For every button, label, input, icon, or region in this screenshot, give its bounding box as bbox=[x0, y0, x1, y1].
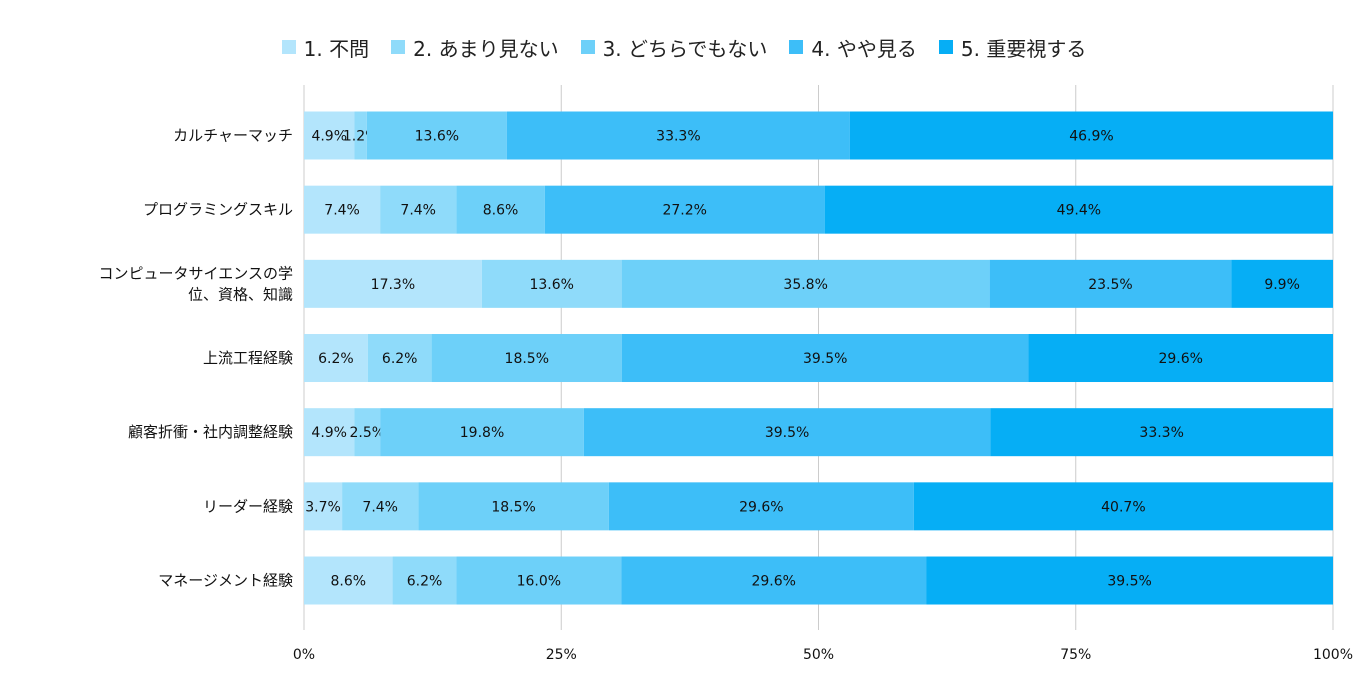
bar-segment bbox=[989, 259, 1232, 308]
legend-item: 1. 不問 bbox=[281, 33, 370, 62]
bar-segment bbox=[621, 334, 1029, 383]
x-tick-label: 25% bbox=[546, 647, 577, 663]
data-label: 29.6% bbox=[1158, 351, 1202, 367]
category-label: 顧客折衝・社内調整経験 bbox=[128, 423, 293, 441]
data-label: 7.4% bbox=[362, 499, 398, 515]
bar-segment bbox=[849, 111, 1333, 160]
bar-segment bbox=[380, 408, 584, 457]
bar-segment bbox=[431, 334, 622, 383]
bar-segment bbox=[304, 408, 355, 457]
legend-item: 4. やや見る bbox=[789, 33, 917, 62]
data-label: 39.5% bbox=[803, 351, 847, 367]
bar-segment bbox=[506, 111, 850, 160]
legend-swatch bbox=[938, 40, 953, 54]
bar-segment bbox=[608, 482, 914, 531]
bar-segment bbox=[990, 408, 1333, 457]
data-label: 3.7% bbox=[305, 499, 341, 515]
bar-segment bbox=[354, 111, 367, 160]
bar-segment bbox=[926, 556, 1333, 605]
chart-legend: 1. 不問 2. あまり見ない 3. どちらでもない 4. やや見る 5. 重要視する bbox=[0, 30, 1368, 64]
bar-segment bbox=[481, 259, 622, 308]
legend-item: 5. 重要視する bbox=[938, 33, 1087, 62]
bar-segment bbox=[342, 482, 419, 531]
bar-segment bbox=[913, 482, 1333, 531]
data-label: 9.9% bbox=[1264, 277, 1300, 293]
category-label: プログラミングスキル bbox=[143, 200, 293, 218]
legend-label: 3. どちらでもない bbox=[602, 36, 768, 61]
legend-label: 4. やや見る bbox=[811, 36, 917, 61]
data-label: 40.7% bbox=[1101, 499, 1145, 515]
data-label: 8.6% bbox=[483, 203, 519, 219]
data-label: 39.5% bbox=[765, 425, 809, 441]
bar-segment bbox=[456, 185, 545, 234]
legend-swatch bbox=[580, 40, 595, 54]
bar-segment bbox=[583, 408, 991, 457]
data-label: 6.2% bbox=[318, 351, 354, 367]
legend-label: 1. 不問 bbox=[303, 36, 370, 61]
bar-segment bbox=[418, 482, 609, 531]
data-label: 18.5% bbox=[491, 499, 535, 515]
category-label: カルチャーマッチ bbox=[173, 126, 293, 144]
data-label: 49.4% bbox=[1057, 203, 1101, 219]
data-label: 4.9% bbox=[311, 129, 347, 145]
data-label: 7.4% bbox=[400, 203, 436, 219]
data-label: 33.3% bbox=[656, 129, 700, 145]
data-label: 13.6% bbox=[529, 277, 573, 293]
legend-item: 3. どちらでもない bbox=[580, 33, 768, 62]
bar-segment bbox=[304, 556, 393, 605]
data-label: 6.2% bbox=[382, 351, 418, 367]
bar-segment bbox=[304, 111, 355, 160]
data-label: 17.3% bbox=[371, 277, 415, 293]
data-label: 6.2% bbox=[407, 574, 443, 590]
bar-segment bbox=[380, 185, 457, 234]
bar-segment bbox=[824, 185, 1333, 234]
bar-segment bbox=[304, 482, 343, 531]
data-label: 29.6% bbox=[751, 574, 795, 590]
data-label: 39.5% bbox=[1107, 574, 1151, 590]
data-label: 35.8% bbox=[783, 277, 827, 293]
data-label: 19.8% bbox=[460, 425, 504, 441]
bar-segment bbox=[456, 556, 622, 605]
category-label: マネージメント経験 bbox=[158, 571, 293, 589]
legend-label: 2. あまり見ない bbox=[413, 36, 559, 61]
data-label: 29.6% bbox=[739, 499, 783, 515]
bar-segment bbox=[392, 556, 457, 605]
x-tick-label: 0% bbox=[293, 647, 315, 663]
data-label: 27.2% bbox=[662, 203, 706, 219]
data-label: 46.9% bbox=[1069, 129, 1113, 145]
data-label: 8.6% bbox=[331, 574, 367, 590]
data-label: 16.0% bbox=[517, 574, 561, 590]
data-label: 13.6% bbox=[415, 129, 459, 145]
bar-segment bbox=[544, 185, 825, 234]
x-tick-label: 100% bbox=[1313, 647, 1353, 663]
bar-segment bbox=[621, 259, 990, 308]
data-label: 4.9% bbox=[311, 425, 347, 441]
bar-segment bbox=[304, 185, 381, 234]
category-label: 上流工程経験 bbox=[203, 349, 293, 367]
legend-label: 5. 重要視する bbox=[960, 36, 1087, 61]
x-tick-label: 50% bbox=[803, 647, 834, 663]
bar-segment bbox=[621, 556, 927, 605]
data-label: 2.5% bbox=[349, 425, 385, 441]
bar-segment bbox=[1231, 259, 1333, 308]
bar-segment bbox=[354, 408, 381, 457]
bar-segment bbox=[304, 334, 368, 383]
data-label: 23.5% bbox=[1088, 277, 1132, 293]
data-label: 18.5% bbox=[505, 351, 549, 367]
legend-item: 2. あまり見ない bbox=[391, 33, 559, 62]
data-label: 7.4% bbox=[324, 203, 360, 219]
legend-swatch bbox=[789, 40, 804, 54]
category-label: コンピュータサイエンスの学位、資格、知識 bbox=[98, 264, 293, 303]
bar-segment bbox=[1028, 334, 1333, 383]
bar-segment bbox=[304, 259, 482, 308]
x-tick-label: 75% bbox=[1060, 647, 1091, 663]
category-label: リーダー経験 bbox=[203, 497, 293, 515]
bar-segment bbox=[366, 111, 507, 160]
legend-swatch bbox=[391, 40, 406, 54]
legend-swatch bbox=[281, 40, 296, 54]
data-label: 33.3% bbox=[1139, 425, 1183, 441]
bar-segment bbox=[367, 334, 432, 383]
